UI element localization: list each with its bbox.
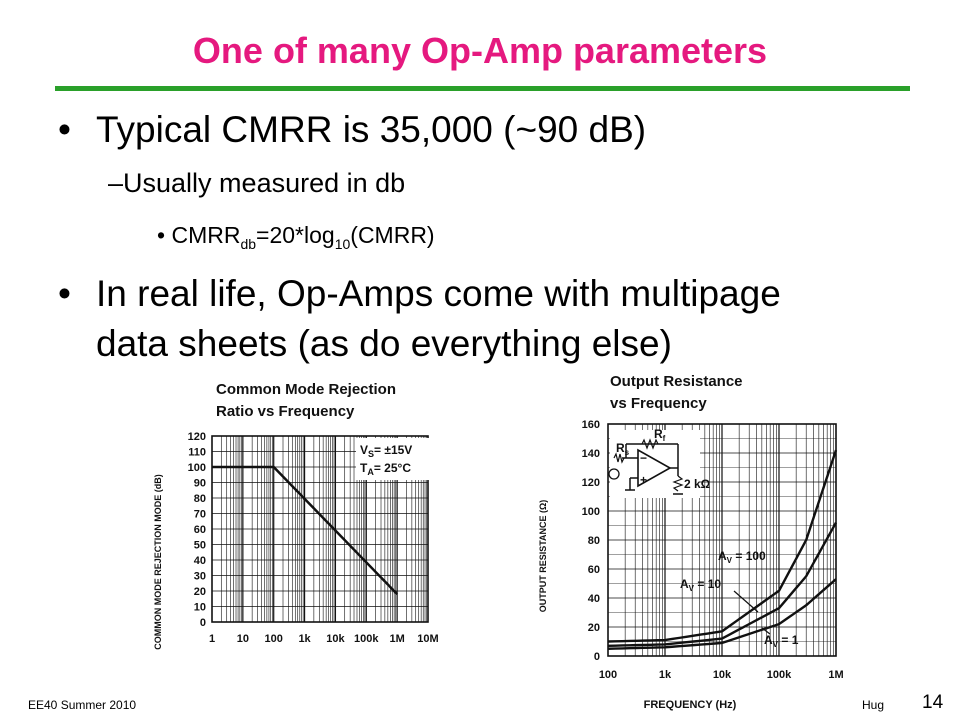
- slide-title: One of many Op-Amp parameters: [192, 30, 768, 71]
- cmrr-y-tick-label: 30: [194, 571, 206, 583]
- title-underline: [55, 86, 910, 91]
- cmrr-y-ticks: 0 10 20 30 40 50 60 70 80 90 100 110 120: [188, 431, 206, 629]
- page-number: 14: [922, 692, 944, 713]
- rout-x-tick-label: 1k: [659, 669, 672, 681]
- formula-cmrr: CMRR: [171, 222, 241, 248]
- rout-x-axis-label: FREQUENCY (Hz): [644, 699, 737, 711]
- inset-rf-label: Rf: [654, 427, 666, 443]
- bullet-2-line-2: data sheets (as do everything else): [96, 323, 672, 364]
- rout-x-tick-label: 1M: [828, 669, 843, 681]
- rout-x-tick-label: 100k: [767, 669, 792, 681]
- rout-y-tick-label: 140: [582, 448, 600, 460]
- formula-10-sub: 10: [334, 236, 351, 252]
- cmrr-x-tick-label: 100: [265, 633, 283, 645]
- inset-rs-label: Rs: [616, 441, 630, 457]
- rout-y-tick-label: 40: [588, 593, 600, 605]
- rout-y-tick-label: 0: [594, 651, 600, 663]
- opamp-circuit-icon: − + Rs Rf 2 kΩ: [608, 427, 711, 498]
- cmrr-x-tick-label: 1M: [390, 633, 405, 645]
- footer-course: EE40 Summer 2010: [28, 698, 137, 712]
- rout-y-ticks: 0 20 40 60 80 100 120 140 160: [582, 419, 600, 663]
- rout-series-line-0: [607, 449, 838, 643]
- rout-series-line-1: [607, 522, 838, 648]
- cmrr-x-tick-label: 100k: [354, 633, 379, 645]
- rout-x-tick-label: 100: [599, 669, 617, 681]
- sub-sub-bullet-formula: • CMRRdb=20*log10(CMRR): [157, 222, 435, 252]
- cmrr-y-tick-label: 20: [194, 586, 206, 598]
- bullet-1-text: Typical CMRR is 35,000 (~90 dB): [96, 109, 647, 150]
- dash-icon: –: [108, 168, 124, 198]
- cmrr-y-tick-label: 10: [194, 602, 206, 614]
- svg-text:+: +: [640, 473, 647, 487]
- cmrr-x-tick-label: 1k: [298, 633, 311, 645]
- cmrr-y-tick-label: 70: [194, 509, 206, 521]
- label-av-10: AV = 10: [680, 577, 721, 593]
- cmrr-x-tick-label: 1: [209, 633, 215, 645]
- formula-db-sub: db: [240, 236, 257, 252]
- rout-title-line-2: vs Frequency: [610, 395, 707, 412]
- bullet-dot-icon: •: [58, 273, 71, 314]
- cmrr-chart: Common Mode Rejection Ratio vs Frequency…: [153, 381, 439, 650]
- label-av-1: AV = 1: [764, 633, 799, 649]
- cmrr-y-tick-label: 50: [194, 540, 206, 552]
- cmrr-y-axis-label: COMMON MODE REJECTION MODE (dB): [153, 474, 163, 650]
- cmrr-x-tick-label: 10: [237, 633, 249, 645]
- formula-log: =20*log: [256, 222, 335, 248]
- cmrr-title-line-2: Ratio vs Frequency: [216, 403, 355, 420]
- sub-bullet-1: –Usually measured in db: [108, 168, 405, 199]
- footer-author: Hug: [862, 698, 885, 712]
- rout-series-line-2: [607, 578, 837, 650]
- small-bullet-icon: •: [157, 222, 172, 248]
- leader-av-1: [761, 627, 771, 635]
- rout-y-tick-label: 120: [582, 477, 600, 489]
- cmrr-y-tick-label: 100: [188, 462, 206, 474]
- leader-av-10: [733, 590, 759, 613]
- cmrr-y-tick-label: 110: [188, 447, 206, 459]
- rout-y-tick-label: 80: [588, 535, 600, 547]
- cmrr-y-tick-label: 90: [194, 478, 206, 490]
- cmrr-y-tick-label: 0: [200, 617, 206, 629]
- svg-text:−: −: [640, 451, 647, 465]
- cmrr-x-ticks: 1 10 100 1k 10k 100k 1M 10M: [209, 633, 439, 645]
- label-av-100: AV = 100: [718, 549, 766, 565]
- cmrr-y-tick-label: 120: [188, 431, 206, 443]
- cmrr-title-line-1: Common Mode Rejection: [216, 381, 396, 398]
- rout-series: [607, 449, 838, 650]
- rout-x-ticks: 100 1k 10k 100k 1M: [599, 669, 844, 681]
- rout-y-tick-label: 100: [582, 506, 600, 518]
- formula-arg: (CMRR): [350, 222, 435, 248]
- rout-y-axis-label: OUTPUT RESISTANCE (Ω): [538, 500, 548, 613]
- rout-y-tick-label: 160: [582, 419, 600, 431]
- cmrr-annotation-vs: VS= ±15V: [360, 443, 412, 459]
- cmrr-annotation-box: [356, 438, 434, 480]
- rout-x-tick-label: 10k: [713, 669, 732, 681]
- cmrr-y-tick-label: 80: [194, 493, 206, 505]
- cmrr-x-tick-label: 10k: [326, 633, 345, 645]
- cmrr-y-tick-label: 40: [194, 555, 206, 567]
- inset-load-label: 2 kΩ: [684, 477, 711, 491]
- bullet-dot-icon: •: [58, 109, 71, 150]
- rout-y-tick-label: 20: [588, 622, 600, 634]
- output-resistance-chart: Output Resistance vs Frequency 0 20 40 60 80…: [538, 373, 844, 711]
- rout-y-tick-label: 60: [588, 564, 600, 576]
- rout-title-line-1: Output Resistance: [610, 373, 743, 390]
- cmrr-series-line: [212, 465, 399, 595]
- cmrr-y-tick-label: 60: [194, 524, 206, 536]
- sub-bullet-1-text: Usually measured in db: [123, 168, 406, 198]
- cmrr-x-tick-label: 10M: [417, 633, 438, 645]
- bullet-2-line-1: In real life, Op-Amps come with multipag…: [96, 273, 781, 314]
